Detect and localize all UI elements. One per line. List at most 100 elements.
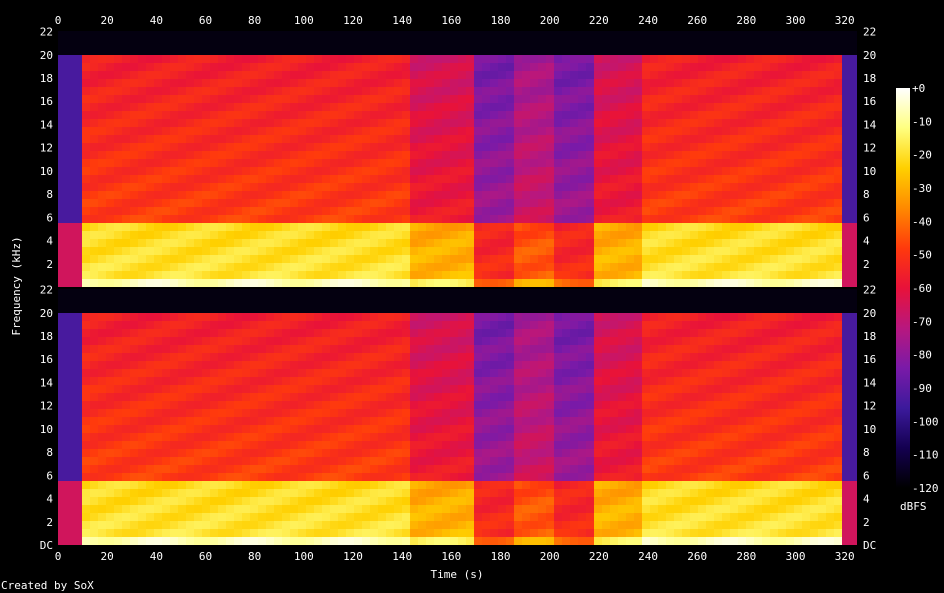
spectrogram-cell <box>290 393 298 401</box>
spectrogram-cell <box>122 425 130 433</box>
spectrogram-cell <box>618 127 626 135</box>
spectrogram-cell <box>394 465 402 473</box>
spectrogram-cell <box>402 529 410 537</box>
spectrogram-cell <box>594 79 602 87</box>
spectrogram-cell <box>458 143 466 151</box>
spectrogram-cell <box>522 31 530 39</box>
spectrogram-cell <box>250 521 258 529</box>
spectrogram-cell <box>282 505 290 513</box>
spectrogram-cell <box>298 63 306 71</box>
spectrogram-cell <box>802 47 810 55</box>
spectrogram-cell <box>162 521 170 529</box>
spectrogram-cell <box>810 255 818 263</box>
spectrogram-cell <box>602 39 610 47</box>
spectrogram-cell <box>330 481 338 489</box>
spectrogram-cell <box>618 87 626 95</box>
spectrogram-cell <box>442 329 450 337</box>
spectrogram-cell <box>426 207 434 215</box>
spectrogram-cell <box>482 87 490 95</box>
spectrogram-cell <box>290 151 298 159</box>
spectrogram-cell <box>298 175 306 183</box>
spectrogram-cell <box>362 95 370 103</box>
spectrogram-cell <box>618 239 626 247</box>
spectrogram-cell <box>114 393 122 401</box>
spectrogram-cell <box>290 63 298 71</box>
spectrogram-cell <box>74 441 82 449</box>
spectrogram-cell <box>178 55 186 63</box>
spectrogram-cell <box>650 183 658 191</box>
spectrogram-cell <box>98 305 106 313</box>
spectrogram-cell <box>90 119 98 127</box>
spectrogram-cell <box>658 215 666 223</box>
spectrogram-cell <box>450 361 458 369</box>
spectrogram-cell <box>306 175 314 183</box>
spectrogram-cell <box>498 183 506 191</box>
spectrogram-cell <box>218 401 226 409</box>
spectrogram-cell <box>138 263 146 271</box>
spectrogram-cell <box>154 481 162 489</box>
spectrogram-cell <box>362 63 370 71</box>
spectrogram-cell <box>394 305 402 313</box>
spectrogram-cell <box>730 183 738 191</box>
spectrogram-cell <box>186 63 194 71</box>
spectrogram-cell <box>378 255 386 263</box>
spectrogram-cell <box>154 465 162 473</box>
spectrogram-cell <box>146 199 154 207</box>
spectrogram-cell <box>330 521 338 529</box>
spectrogram-cell <box>786 47 794 55</box>
spectrogram-cell <box>434 385 442 393</box>
spectrogram-cell <box>466 313 474 321</box>
spectrogram-cell <box>834 191 842 199</box>
spectrogram-cell <box>650 151 658 159</box>
spectrogram-cell <box>482 63 490 71</box>
spectrogram-cell <box>658 103 666 111</box>
spectrogram-cell <box>730 31 738 39</box>
spectrogram-cell <box>234 263 242 271</box>
spectrogram-cell <box>442 377 450 385</box>
spectrogram-cell <box>218 313 226 321</box>
spectrogram-cell <box>154 513 162 521</box>
spectrogram-cell <box>98 481 106 489</box>
spectrogram-cell <box>74 393 82 401</box>
spectrogram-cell <box>202 143 210 151</box>
spectrogram-cell <box>330 119 338 127</box>
spectrogram-cell <box>426 441 434 449</box>
spectrogram-cell <box>378 465 386 473</box>
spectrogram-cell <box>586 63 594 71</box>
spectrogram-cell <box>90 55 98 63</box>
spectrogram-cell <box>434 497 442 505</box>
spectrogram-cell <box>298 385 306 393</box>
spectrogram-cell <box>314 111 322 119</box>
spectrogram-cell <box>450 489 458 497</box>
spectrogram-cell <box>466 63 474 71</box>
spectrogram-cell <box>418 489 426 497</box>
spectrogram-cell <box>594 223 602 231</box>
spectrogram-cell <box>66 481 74 489</box>
spectrogram-cell <box>218 239 226 247</box>
spectrogram-cell <box>818 255 826 263</box>
spectrogram-cell <box>730 87 738 95</box>
spectrogram-cell <box>58 159 66 167</box>
spectrogram-cell <box>482 377 490 385</box>
spectrogram-cell <box>810 191 818 199</box>
spectrogram-cell <box>130 401 138 409</box>
spectrogram-cell <box>586 247 594 255</box>
spectrogram-cell <box>682 39 690 47</box>
spectrogram-cell <box>90 71 98 79</box>
spectrogram-cell <box>770 127 778 135</box>
spectrogram-cell <box>178 87 186 95</box>
spectrogram-cell <box>810 143 818 151</box>
spectrogram-cell <box>58 279 66 287</box>
spectrogram-cell <box>282 529 290 537</box>
spectrogram-cell <box>242 401 250 409</box>
spectrogram-cell <box>642 239 650 247</box>
spectrogram-cell <box>154 313 162 321</box>
spectrogram-cell <box>82 321 90 329</box>
spectrogram-cell <box>434 143 442 151</box>
spectrogram-cell <box>74 321 82 329</box>
spectrogram-cell <box>682 79 690 87</box>
spectrogram-cell <box>434 489 442 497</box>
spectrogram-cell <box>282 521 290 529</box>
spectrogram-cell <box>330 135 338 143</box>
spectrogram-cell <box>130 513 138 521</box>
